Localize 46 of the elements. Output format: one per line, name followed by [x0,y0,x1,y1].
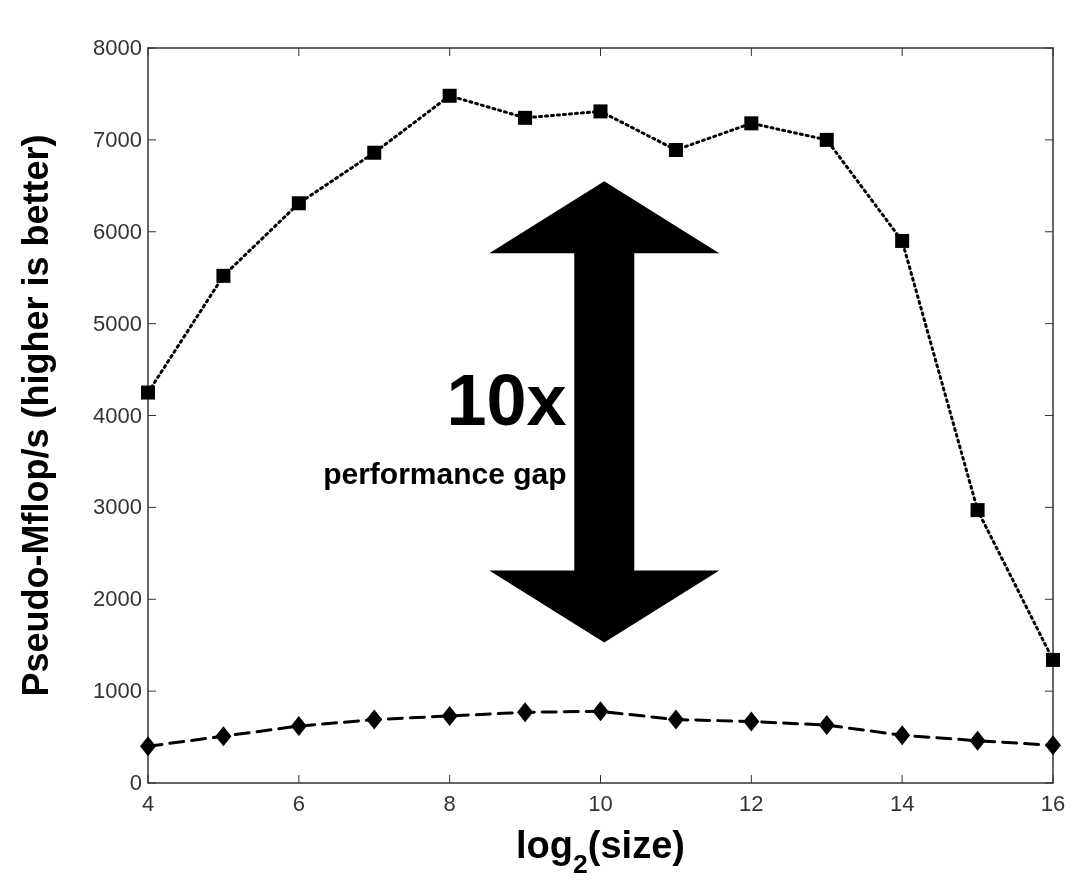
x-tick-label: 6 [292,791,305,816]
point [517,702,534,723]
y-tick-label: 6000 [93,218,142,244]
point [366,709,383,730]
x-tick-label: 12 [739,791,764,816]
y-tick-label: 5000 [93,310,142,336]
x-tick-label: 16 [1040,791,1066,816]
x-tick-label: 10 [588,791,613,816]
point [140,736,156,757]
annotation: 10x [446,359,567,440]
point [743,711,760,732]
y-tick-label: 0 [129,770,142,795]
y-tick-label: 4000 [93,402,142,428]
y-axis-title: Pseudo-Mflop/s (higher is better) [15,134,56,697]
point [1046,652,1060,667]
point [894,725,911,746]
y-tick-label: 3000 [93,494,142,520]
point [290,716,307,737]
point [442,88,457,103]
point [819,132,834,147]
point [895,233,910,248]
point [216,268,231,283]
x-tick-label: 4 [141,791,155,816]
point [367,145,382,160]
point [668,142,683,157]
point [518,110,533,125]
y-tick-label: 7000 [93,126,142,152]
y-tick-label: 2000 [93,586,142,612]
point [970,503,985,518]
annotation: performance gap [323,457,567,491]
point [215,726,232,747]
point [969,730,986,751]
point [592,701,609,722]
point [818,715,835,736]
point [667,709,684,730]
y-tick-label: 8000 [93,35,142,60]
y-tick-label: 1000 [93,678,142,704]
x-tick-label: 14 [889,791,915,816]
x-tick-label: 8 [443,791,456,816]
point [291,196,306,211]
point [593,104,608,119]
point [744,116,759,131]
point [1045,735,1061,756]
x-axis-title: log$_{2}$(size) [516,824,685,879]
point [441,705,458,726]
point [141,385,155,400]
